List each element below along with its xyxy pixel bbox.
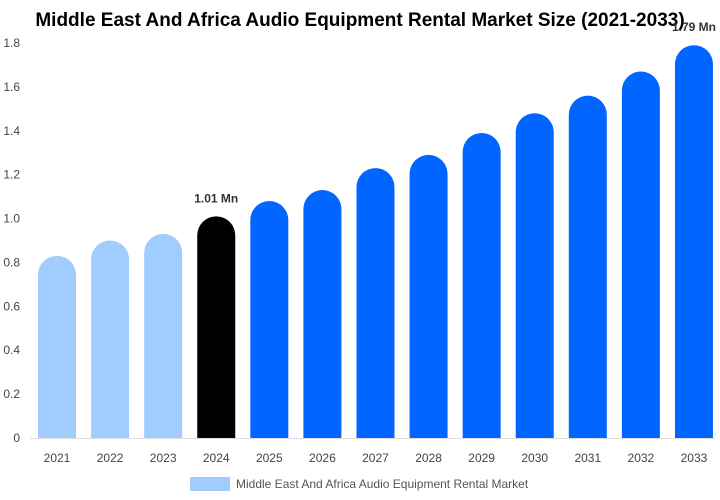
legend-swatch bbox=[190, 477, 230, 491]
bar-2031[interactable] bbox=[568, 95, 607, 439]
bar-2025[interactable] bbox=[250, 201, 289, 438]
x-tick-label: 2024 bbox=[203, 451, 230, 465]
y-tick-label: 1.6 bbox=[3, 80, 20, 94]
y-tick-label: 1.8 bbox=[3, 36, 20, 50]
y-tick-label: 0.6 bbox=[3, 299, 20, 313]
y-tick-label: 1.0 bbox=[3, 212, 20, 226]
y-axis: 0 0.2 0.4 0.6 0.8 1.0 1.2 1.4 1.6 1.8 bbox=[3, 36, 20, 445]
x-tick-label: 2027 bbox=[362, 451, 389, 465]
x-tick-label: 2029 bbox=[468, 451, 495, 465]
data-label: 1.79 Mn bbox=[672, 20, 716, 34]
bar-2024[interactable] bbox=[197, 216, 236, 438]
y-tick-label: 1.4 bbox=[3, 124, 20, 138]
legend-label: Middle East And Africa Audio Equipment R… bbox=[236, 477, 529, 491]
bar-2032[interactable] bbox=[621, 71, 660, 439]
x-tick-label: 2031 bbox=[574, 451, 601, 465]
y-tick-label: 0.2 bbox=[3, 387, 20, 401]
bars: 1.01 Mn 1.79 Mn bbox=[38, 20, 716, 439]
bar-2022[interactable] bbox=[91, 240, 130, 439]
chart-title: Middle East And Africa Audio Equipment R… bbox=[35, 10, 684, 31]
y-tick-label: 0.4 bbox=[3, 343, 20, 357]
x-axis: 2021 2022 2023 2024 2025 2026 2027 2028 2029 2030… bbox=[44, 451, 708, 465]
bar-2026[interactable] bbox=[303, 190, 342, 438]
x-tick-label: 2030 bbox=[521, 451, 548, 465]
bar-2021[interactable] bbox=[38, 255, 76, 438]
x-tick-label: 2026 bbox=[309, 451, 336, 465]
x-tick-label: 2025 bbox=[256, 451, 283, 465]
y-tick-label: 0 bbox=[13, 431, 20, 445]
x-tick-label: 2021 bbox=[44, 451, 71, 465]
x-tick-label: 2023 bbox=[150, 451, 177, 465]
y-tick-label: 0.8 bbox=[3, 255, 20, 269]
bar-2028[interactable] bbox=[409, 154, 448, 438]
legend: Middle East And Africa Audio Equipment R… bbox=[190, 477, 529, 491]
x-tick-label: 2033 bbox=[681, 451, 708, 465]
bar-2030[interactable] bbox=[515, 113, 554, 439]
bar-2027[interactable] bbox=[356, 168, 395, 439]
data-label: 1.01 Mn bbox=[194, 191, 238, 205]
bar-2023[interactable] bbox=[144, 233, 183, 438]
bar-2029[interactable] bbox=[462, 132, 501, 438]
y-tick-label: 1.2 bbox=[3, 168, 20, 182]
bar-2033[interactable] bbox=[674, 45, 713, 438]
x-tick-label: 2028 bbox=[415, 451, 442, 465]
x-tick-label: 2022 bbox=[97, 451, 124, 465]
x-tick-label: 2032 bbox=[628, 451, 655, 465]
